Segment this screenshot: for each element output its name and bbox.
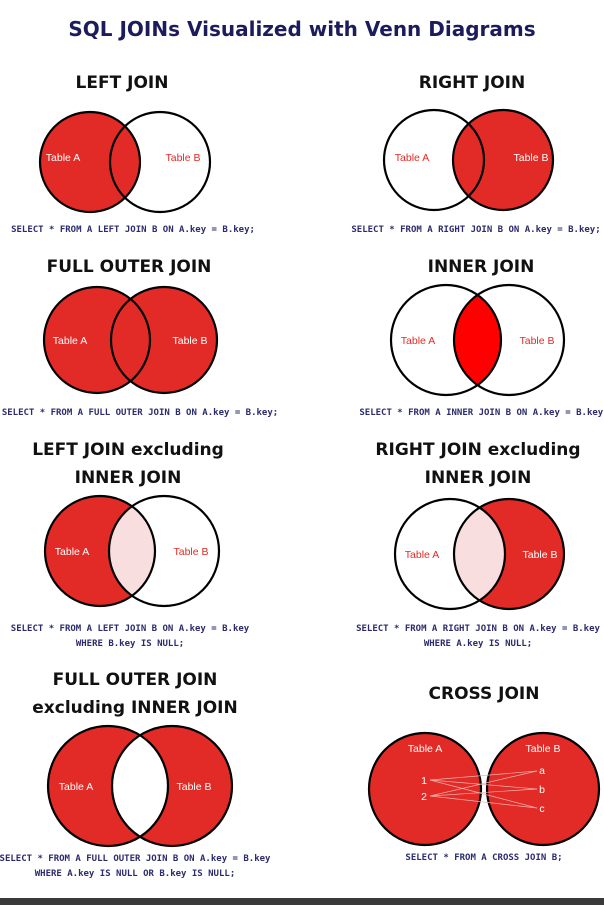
table-b-label: Table B <box>519 335 554 347</box>
panel-heading: INNER JOIN <box>75 468 182 488</box>
bottom-bar <box>0 898 604 905</box>
row-a-2: 2 <box>421 791 427 803</box>
table-a-label: Table A <box>59 781 93 793</box>
panel-heading: FULL OUTER JOIN <box>47 257 212 277</box>
table-b-circle <box>485 731 601 847</box>
row-a-1: 1 <box>421 775 427 787</box>
row-b-c: c <box>539 803 544 815</box>
panel-heading: RIGHT JOIN excluding <box>375 440 580 460</box>
row-b-a: a <box>539 765 545 777</box>
table-a-label: Table A <box>401 335 435 347</box>
sql-code: WHERE A.key IS NULL; <box>424 639 532 649</box>
table-a-label: Table A <box>405 549 439 561</box>
intersection <box>112 726 168 846</box>
panel-heading: LEFT JOIN <box>76 73 169 93</box>
sql-code: SELECT * FROM A CROSS JOIN B; <box>405 853 562 863</box>
table-a-label: Table A <box>408 743 442 755</box>
sql-code: SELECT * FROM A LEFT JOIN B ON A.key = B… <box>11 624 250 634</box>
table-a-label: Table A <box>55 546 89 558</box>
panel-heading: RIGHT JOIN <box>419 73 525 93</box>
table-b-label: Table B <box>173 546 208 558</box>
table-b-label: Table B <box>522 549 557 561</box>
left-join-panel: LEFT JOIN Table A Table B SELECT * FROM … <box>11 73 255 235</box>
sql-code: SELECT * FROM A INNER JOIN B ON A.key = … <box>359 408 604 418</box>
table-b-label: Table B <box>525 743 560 755</box>
table-b-label: Table B <box>513 152 548 164</box>
table-a-circle <box>367 731 483 847</box>
cross-join-panel: CROSS JOIN Table A Table B 1 2 a b c SEL… <box>367 684 601 863</box>
panel-heading: excluding INNER JOIN <box>32 698 237 718</box>
table-a-circle <box>40 112 140 212</box>
left-join-excluding-panel: LEFT JOIN excluding INNER JOIN Table A T… <box>11 440 250 649</box>
intersection <box>454 285 501 395</box>
table-b-circle <box>110 112 210 212</box>
panel-heading: CROSS JOIN <box>429 684 540 704</box>
table-b-label: Table B <box>165 152 200 164</box>
intersection <box>109 496 155 606</box>
right-join-excluding-panel: RIGHT JOIN excluding INNER JOIN Table A … <box>356 440 600 649</box>
sql-code: SELECT * FROM A RIGHT JOIN B ON A.key = … <box>356 624 600 634</box>
cross-join-lines <box>429 770 538 809</box>
table-a-label: Table A <box>395 152 429 164</box>
table-a-label: Table A <box>46 152 80 164</box>
panel-heading: INNER JOIN <box>425 468 532 488</box>
table-b-label: Table B <box>176 781 211 793</box>
inner-join-panel: INNER JOIN Table A Table B SELECT * FROM… <box>359 257 604 418</box>
sql-code: WHERE B.key IS NULL; <box>76 639 184 649</box>
sql-code: SELECT * FROM A FULL OUTER JOIN B ON A.k… <box>2 408 278 418</box>
sql-code: SELECT * FROM A LEFT JOIN B ON A.key = B… <box>11 225 255 235</box>
row-b-b: b <box>539 784 545 796</box>
panel-heading: INNER JOIN <box>428 257 535 277</box>
page-title: SQL JOINs Visualized with Venn Diagrams <box>68 17 535 41</box>
full-outer-join-panel: FULL OUTER JOIN Table A Table B SELECT *… <box>2 257 278 418</box>
full-outer-join-excluding-panel: FULL OUTER JOIN excluding INNER JOIN Tab… <box>0 670 271 879</box>
intersection <box>454 499 505 609</box>
sql-code: SELECT * FROM A RIGHT JOIN B ON A.key = … <box>351 225 600 235</box>
sql-code: WHERE A.key IS NULL OR B.key IS NULL; <box>35 869 235 879</box>
table-a-label: Table A <box>53 335 87 347</box>
panel-heading: LEFT JOIN excluding <box>32 440 224 460</box>
sql-code: SELECT * FROM A FULL OUTER JOIN B ON A.k… <box>0 854 271 864</box>
table-b-circle <box>111 287 217 393</box>
panel-heading: FULL OUTER JOIN <box>53 670 218 690</box>
table-b-label: Table B <box>172 335 207 347</box>
right-join-panel: RIGHT JOIN Table A Table B SELECT * FROM… <box>351 73 600 235</box>
